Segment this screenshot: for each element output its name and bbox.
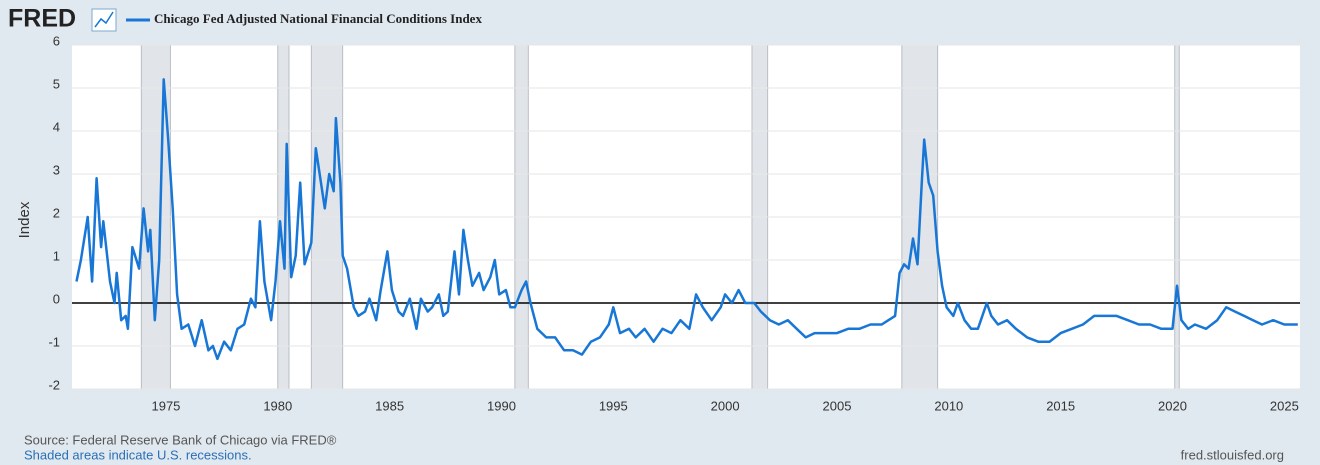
site: fred.stlouisfed.org <box>1181 447 1284 462</box>
y-tick-label: 6 <box>53 33 60 48</box>
y-tick-label: 3 <box>53 162 60 177</box>
recession-note: Shaded areas indicate U.S. recessions. <box>24 447 252 462</box>
y-tick-label: 2 <box>53 205 60 220</box>
y-tick-label: 5 <box>53 76 60 91</box>
x-tick-label: 2015 <box>1046 398 1075 413</box>
y-tick-label: 1 <box>53 248 60 263</box>
logo-icon <box>91 8 117 32</box>
y-tick-label: 0 <box>53 291 60 306</box>
x-tick-label: 1975 <box>151 398 180 413</box>
brand-logo: FRED <box>8 5 76 33</box>
x-tick-label: 2005 <box>823 398 852 413</box>
x-tick-label: 2000 <box>711 398 740 413</box>
x-tick-label: 2025 <box>1270 398 1299 413</box>
y-tick-label: -1 <box>48 334 60 349</box>
y-axis-label: Index <box>16 201 33 238</box>
source: Source: Federal Reserve Bank of Chicago … <box>24 432 337 447</box>
x-tick-label: 2010 <box>934 398 963 413</box>
x-tick-label: 1995 <box>599 398 628 413</box>
x-tick-label: 1990 <box>487 398 516 413</box>
legend-label: Chicago Fed Adjusted National Financial … <box>154 11 482 26</box>
series-line <box>75 78 1298 361</box>
x-tick-label: 1980 <box>263 398 292 413</box>
y-tick-label: 4 <box>53 119 60 134</box>
x-tick-label: 1985 <box>375 398 404 413</box>
x-tick-label: 2020 <box>1158 398 1187 413</box>
y-tick-label: -2 <box>48 377 60 392</box>
